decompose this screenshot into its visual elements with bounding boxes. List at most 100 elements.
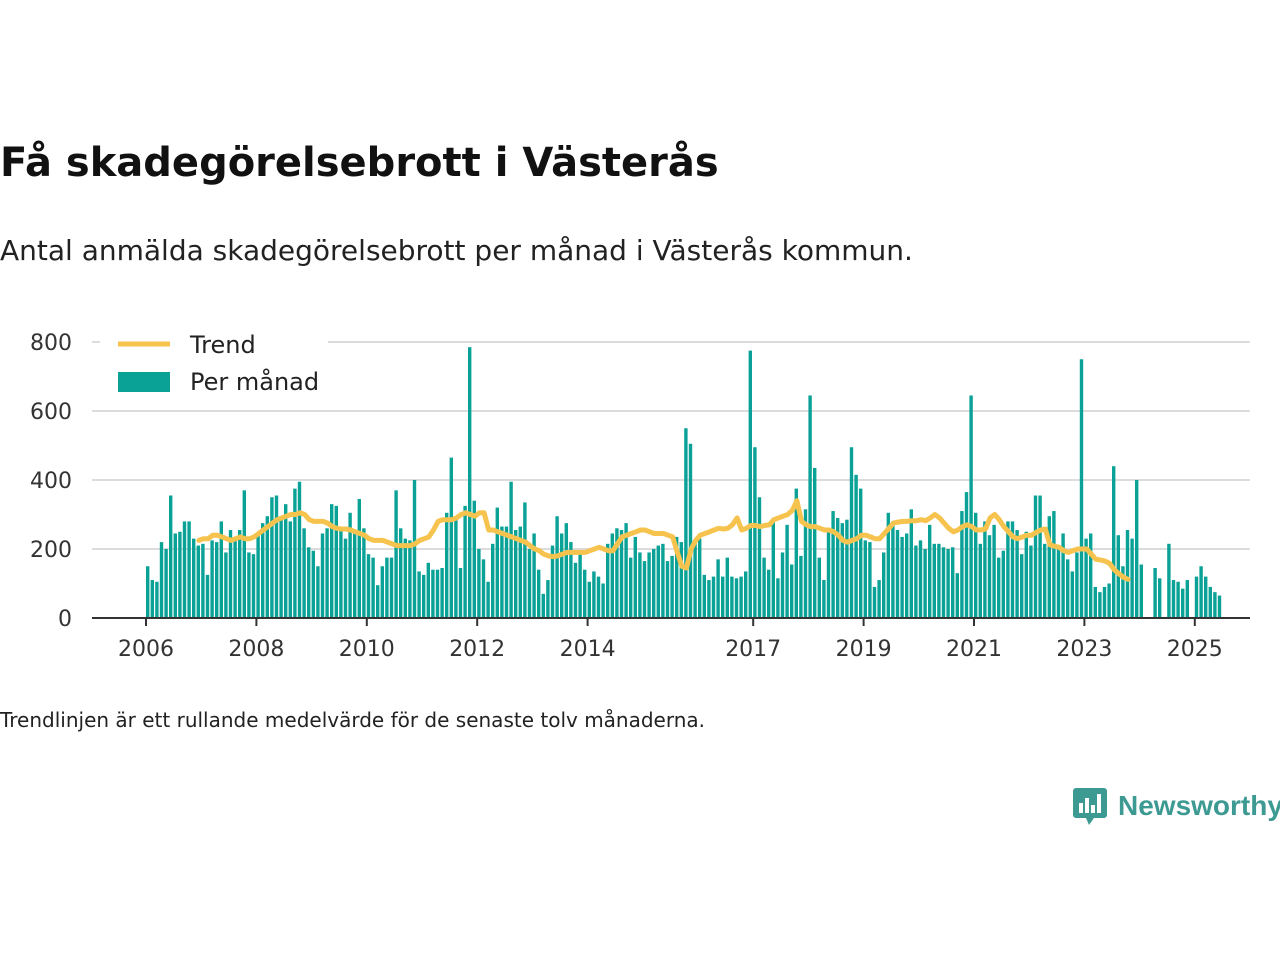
bar xyxy=(951,547,955,618)
bar xyxy=(918,540,923,618)
bar xyxy=(647,552,651,618)
bar xyxy=(348,512,352,618)
bar xyxy=(799,555,803,618)
bar xyxy=(385,557,389,618)
bar xyxy=(238,530,242,618)
bar xyxy=(1038,495,1042,618)
bar xyxy=(1181,588,1185,618)
bar xyxy=(744,571,748,618)
bar xyxy=(514,530,518,618)
bar xyxy=(983,521,987,618)
bar xyxy=(532,533,536,618)
bar xyxy=(330,504,334,618)
bar xyxy=(219,521,223,618)
x-tick-label: 2021 xyxy=(946,637,1002,662)
bar xyxy=(1107,583,1111,618)
bar xyxy=(1098,592,1102,618)
x-tick-label: 2006 xyxy=(118,637,174,662)
bar xyxy=(196,545,200,618)
bar xyxy=(164,549,168,618)
bar xyxy=(150,580,154,618)
bar xyxy=(905,533,909,618)
bars xyxy=(146,347,1222,618)
bar xyxy=(776,578,780,618)
bar xyxy=(578,554,582,618)
bar xyxy=(182,521,187,618)
bar xyxy=(1020,554,1024,618)
bar xyxy=(537,569,541,618)
bar xyxy=(192,538,196,618)
chart-title: Få skadegörelsebrott i Västerås xyxy=(0,140,719,186)
bar xyxy=(1171,580,1176,618)
bar xyxy=(445,512,449,618)
bar xyxy=(1139,564,1143,618)
bar xyxy=(228,530,233,618)
bar xyxy=(472,500,476,618)
bar xyxy=(279,517,283,618)
bar xyxy=(900,536,904,618)
bar xyxy=(1010,521,1015,618)
bar xyxy=(868,542,872,618)
bar xyxy=(325,528,329,618)
x-ticks: 2006 2008 2010 2012 2014 2017 2019 2021 2023 2025 xyxy=(118,618,1223,662)
bar xyxy=(389,557,394,618)
bar xyxy=(615,528,619,618)
bar xyxy=(261,523,265,618)
bar xyxy=(1070,571,1074,618)
bar xyxy=(422,574,426,618)
bar xyxy=(1194,576,1199,618)
bar xyxy=(587,581,591,618)
bar xyxy=(822,580,826,618)
bar xyxy=(454,519,458,618)
y-tick-label: 200 xyxy=(30,538,72,563)
y-tick-labels: 0 200 400 600 800 xyxy=(30,331,72,632)
bar xyxy=(509,481,513,618)
bar xyxy=(242,490,246,618)
bar xyxy=(1125,530,1130,618)
bar xyxy=(412,480,417,618)
bar xyxy=(748,350,752,618)
bar xyxy=(1075,552,1079,618)
bar xyxy=(274,495,279,618)
bar xyxy=(146,566,150,618)
bar xyxy=(233,540,237,618)
bar xyxy=(974,512,978,618)
bar xyxy=(1084,538,1088,618)
bar xyxy=(909,509,913,618)
legend-bar-swatch xyxy=(118,372,170,392)
bar xyxy=(757,497,762,618)
bar xyxy=(376,585,380,618)
bar xyxy=(1185,580,1189,618)
bar xyxy=(734,578,739,618)
bar xyxy=(1116,535,1120,618)
bar xyxy=(1112,466,1116,618)
bar xyxy=(1043,543,1047,618)
bar xyxy=(937,543,941,618)
bar xyxy=(661,543,665,618)
bar xyxy=(435,569,440,618)
bar xyxy=(1089,533,1093,618)
bar xyxy=(946,549,950,618)
bar xyxy=(1024,531,1028,618)
legend: Trend Per månad xyxy=(100,322,328,402)
brand: Newsworthy xyxy=(1072,786,1280,826)
bar xyxy=(320,533,325,618)
bar xyxy=(656,545,660,618)
bar xyxy=(629,557,633,618)
bar xyxy=(771,517,775,618)
bar xyxy=(256,533,260,618)
bar xyxy=(1213,592,1217,618)
bar xyxy=(265,516,269,618)
bar xyxy=(550,545,555,618)
bar xyxy=(1006,521,1010,618)
x-tick-label: 2019 xyxy=(836,637,892,662)
bar xyxy=(969,395,973,618)
bar xyxy=(642,561,647,618)
bar xyxy=(1158,578,1162,618)
bar xyxy=(997,557,1001,618)
bar xyxy=(882,552,886,618)
bar xyxy=(311,550,315,618)
bar xyxy=(923,549,927,618)
bar xyxy=(316,566,320,618)
bar xyxy=(380,566,384,618)
